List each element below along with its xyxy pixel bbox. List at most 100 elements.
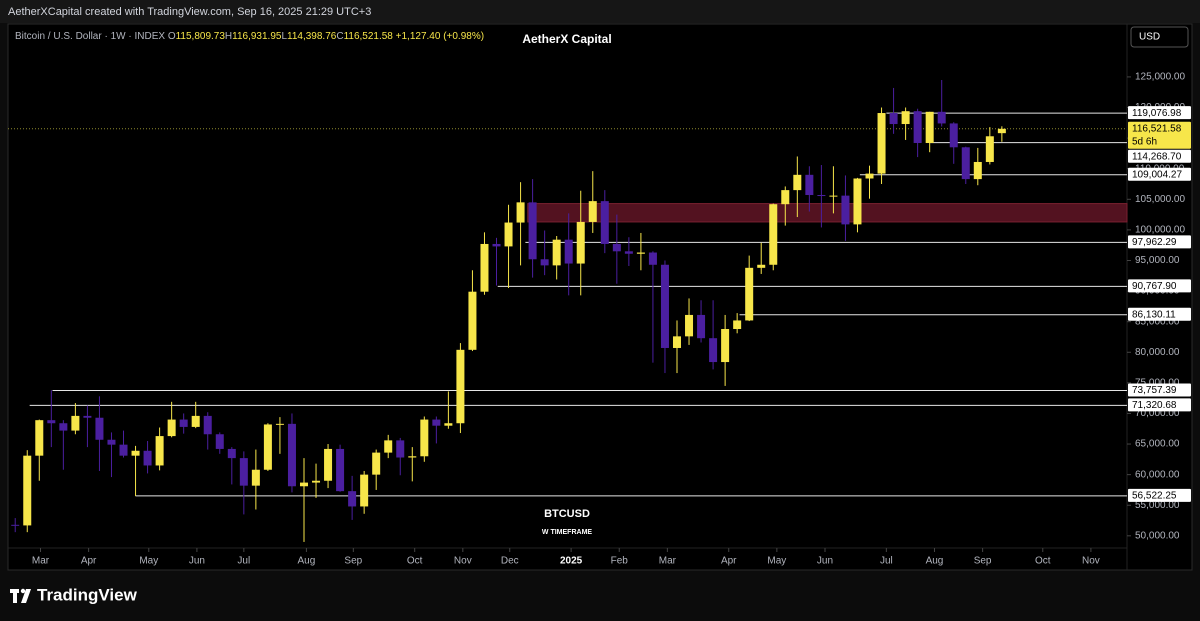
x-tick-label: Oct xyxy=(407,556,423,567)
level-label: 109,004.27 xyxy=(1132,169,1182,180)
zone xyxy=(527,203,1128,223)
level-label: 56,522.25 xyxy=(1132,491,1177,502)
logo-shape xyxy=(20,588,26,594)
candle-body xyxy=(215,434,224,449)
candle-body xyxy=(817,195,826,197)
level-label: 71,320.68 xyxy=(1132,400,1177,411)
level-label-box xyxy=(1128,167,1191,181)
candle-body xyxy=(155,436,164,466)
candle-body xyxy=(504,222,513,247)
x-tick-label: Aug xyxy=(298,556,316,567)
currency-button[interactable] xyxy=(1130,26,1189,48)
currency-label[interactable]: USD xyxy=(1139,32,1160,43)
x-tick-label: Jul xyxy=(880,556,893,567)
legend-key: H xyxy=(225,31,232,42)
logo-shape xyxy=(21,589,31,603)
x-tick-label: Aug xyxy=(926,556,944,567)
candle-body xyxy=(143,450,152,466)
credit-text: AetherXCapital created with TradingView.… xyxy=(8,6,371,18)
candle-body xyxy=(324,448,333,481)
candle-body xyxy=(372,452,381,475)
candle-body xyxy=(865,173,874,179)
legend-key: L xyxy=(281,31,287,42)
candle-body xyxy=(275,423,284,425)
y-tick-label: 65,000.00 xyxy=(1135,439,1180,450)
candle-body xyxy=(47,420,56,424)
candle-body xyxy=(985,136,994,162)
candle-body xyxy=(877,113,886,174)
x-tick-label: Sep xyxy=(344,556,362,567)
candle-body xyxy=(733,320,742,330)
candle-body xyxy=(600,201,609,244)
candle-body xyxy=(23,455,32,526)
candle-body xyxy=(636,252,645,254)
candle-body xyxy=(540,259,549,266)
candle-body xyxy=(552,239,561,266)
candle-body xyxy=(420,419,429,457)
candle-body xyxy=(480,243,489,292)
candle-body xyxy=(444,423,453,426)
candle-body xyxy=(672,336,681,348)
legend-key: O xyxy=(168,31,176,42)
candle-body xyxy=(492,243,501,247)
y-tick-label: 75,000.00 xyxy=(1135,377,1180,388)
candle-body xyxy=(119,444,128,456)
x-tick-label: Apr xyxy=(81,556,97,567)
candle-body xyxy=(251,469,260,486)
last-price-label: 116,521.58 xyxy=(1132,123,1182,134)
x-tick-label: May xyxy=(139,556,158,567)
candle-body xyxy=(468,291,477,350)
candle-body xyxy=(59,423,68,431)
candle-body xyxy=(516,202,525,223)
x-tick-label: Feb xyxy=(611,556,629,567)
y-tick-label: 105,000.00 xyxy=(1135,194,1185,205)
candle-body xyxy=(937,111,946,124)
legend-key: C xyxy=(336,31,343,42)
candle-body xyxy=(191,415,200,427)
tradingview-logo: TradingView xyxy=(10,585,138,604)
level-label: 86,130.11 xyxy=(1132,309,1176,320)
candle-body xyxy=(697,314,706,339)
candle-body xyxy=(287,423,296,487)
candle-body xyxy=(757,264,766,268)
candle-body xyxy=(588,201,597,222)
level-label-box xyxy=(1128,488,1191,502)
candle-body xyxy=(709,338,718,363)
x-tick-label: May xyxy=(767,556,786,567)
candle-body xyxy=(793,174,802,191)
candle-body xyxy=(299,482,308,487)
level-label-box xyxy=(1128,307,1191,321)
y-tick-label: 60,000.00 xyxy=(1135,469,1180,480)
level-label-box xyxy=(1128,383,1191,397)
candle-body xyxy=(769,204,778,265)
candle-body xyxy=(889,113,898,125)
countdown-label: 5d 6h xyxy=(1132,136,1157,147)
y-tick-label: 100,000.00 xyxy=(1135,225,1185,236)
candle-body xyxy=(624,251,633,254)
x-tick-label: Sep xyxy=(974,556,992,567)
candle-body xyxy=(167,419,176,437)
legend-value: 116,931.95 xyxy=(232,31,282,42)
y-tick-label: 70,000.00 xyxy=(1135,408,1180,419)
candle-body xyxy=(456,349,465,424)
candle-body xyxy=(432,419,441,426)
candle-body xyxy=(949,123,958,148)
x-tick-label: Oct xyxy=(1035,556,1051,567)
y-tick-label: 80,000.00 xyxy=(1135,347,1180,358)
candle-body xyxy=(227,448,236,459)
candle-body xyxy=(35,420,44,456)
x-tick-label: Jun xyxy=(817,556,833,567)
candle-body xyxy=(348,491,357,507)
candle-body xyxy=(781,190,790,205)
level-label: 119,076.98 xyxy=(1132,108,1182,119)
candle-body xyxy=(997,128,1006,134)
legend: Bitcoin / U.S. Dollar · 1W · INDEX O115,… xyxy=(15,31,484,42)
candle-body xyxy=(612,243,621,252)
x-tick-label: Nov xyxy=(454,556,472,567)
candle-body xyxy=(961,147,970,180)
y-tick-label: 95,000.00 xyxy=(1135,255,1180,266)
candle-body xyxy=(203,415,212,435)
chart-pane xyxy=(7,23,1193,571)
x-tick-label: Mar xyxy=(659,556,677,567)
